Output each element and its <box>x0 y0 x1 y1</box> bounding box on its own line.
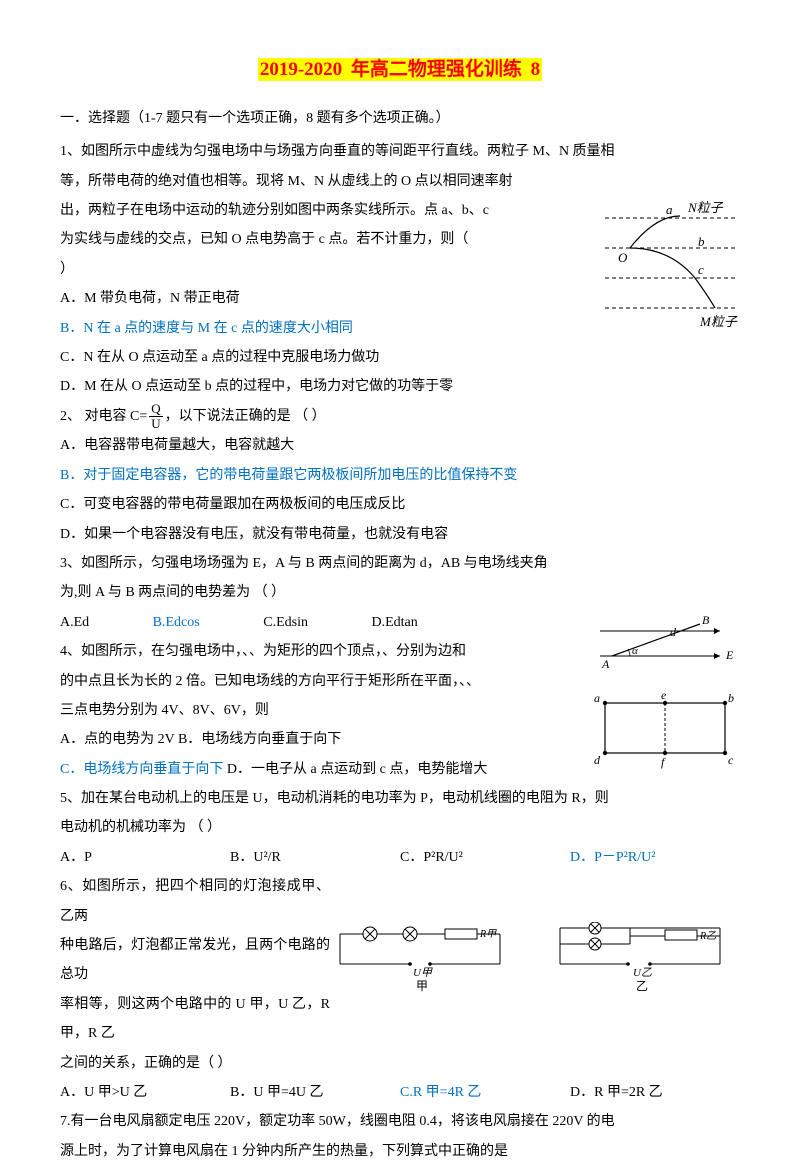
frac-num: Q <box>149 402 162 417</box>
q3-opt-d: D.Edtan <box>371 615 417 630</box>
q6-line: 之间的关系，正确的是（ ） <box>60 1049 740 1078</box>
q7-line: 7.有一台电风扇额定电压 220V，额定功率 50W，线圈电阻 0.4，将该电风… <box>60 1107 740 1136</box>
page-title: 2019-2020 年高二物理强化训练 8 <box>60 50 740 90</box>
label-r2: R乙 <box>699 931 716 942</box>
q3-figure: A B E d α <box>590 616 740 672</box>
title-part-1: 2019-2020 <box>258 58 344 81</box>
q1-line: 1、如图所示中虚线为匀强电场中与场强方向垂直的等间距平行直线。两粒子 M、N 质… <box>60 137 740 166</box>
label-a: a <box>666 202 673 217</box>
label-f: f <box>661 755 666 769</box>
q2-opt-d: D．如果一个电容器没有电压，就没有带电荷量，也就没有电容 <box>60 520 740 549</box>
label-alpha: α <box>632 645 638 657</box>
q1-opt-d: D．M 在从 O 点运动至 b 点的过程中，电场力对它做的功等于零 <box>60 372 740 401</box>
q6-opt-b: B．U 甲=4U 乙 <box>230 1078 400 1107</box>
label-o: O <box>618 250 628 265</box>
q5-opt-d: D．P－P²R/U² <box>570 843 740 872</box>
q6-figure: R甲 U甲 甲 R乙 U乙 乙 <box>330 922 730 994</box>
q6-opt-d: D．R 甲=2R 乙 <box>570 1078 740 1107</box>
label-c1: 甲 <box>416 979 428 993</box>
label-e: e <box>661 688 667 702</box>
label-n: N粒子 <box>687 200 724 215</box>
label-c: c <box>728 753 734 767</box>
section-heading: 一．选择题（1-7 题只有一个选项正确，8 题有多个选项正确。） <box>60 104 740 133</box>
fraction: QU <box>149 402 162 432</box>
q3-line: 为,则 A 与 B 两点间的电势差为 （ ） <box>60 578 740 607</box>
q6-svg: R甲 U甲 甲 R乙 U乙 乙 <box>330 922 730 994</box>
q5-opt-c: C．P²R/U² <box>400 843 570 872</box>
q2-opt-a: A．电容器带电荷量越大，电容就越大 <box>60 431 740 460</box>
q7-line: 源上时，为了计算电风扇在 1 分钟内所产生的热量，下列算式中正确的是 <box>60 1137 740 1166</box>
label-b: b <box>728 691 734 705</box>
label-m: M粒子 <box>699 314 738 329</box>
q4-svg: a e b d f c <box>590 688 740 772</box>
q4-opt-c-text: C．电场线方向垂直于向下 <box>60 762 223 777</box>
label-c2: 乙 <box>636 979 648 993</box>
q2-stem-b: ，以下说法正确的是 （ ） <box>165 409 326 424</box>
label-d: d <box>594 753 601 767</box>
q6-line: 率相等，则这两个电路中的 U 甲，U 乙，R 甲，R 乙 <box>60 990 740 1049</box>
label-a: a <box>594 691 600 705</box>
q2-opt-b: B．对于固定电容器，它的带电荷量跟它两极板间所加电压的比值保持不变 <box>60 461 740 490</box>
label-d: d <box>670 625 677 639</box>
label-b: B <box>702 616 710 627</box>
q3-line: 3、如图所示，匀强电场场强为 E，A 与 B 两点间的距离为 d，AB 与电场线… <box>60 549 740 578</box>
q5-line: 5、加在某台电动机上的电压是 U，电动机消耗的电功率为 P，电动机线圈的电阻为 … <box>60 784 740 813</box>
q2-stem: 2、 对电容 C=QU，以下说法正确的是 （ ） <box>60 402 740 432</box>
title-part-2: 年高二物理强化训练 <box>344 58 529 81</box>
q6-opt-c: C.R 甲=4R 乙 <box>400 1078 570 1107</box>
frac-den: U <box>149 417 162 431</box>
q3-opt-c: C.Edsin <box>263 615 308 630</box>
q2-stem-a: 2、 对电容 C= <box>60 409 147 424</box>
label-u2: U乙 <box>633 967 652 979</box>
q1-opt-c: C．N 在从 O 点运动至 a 点的过程中克服电场力做功 <box>60 343 740 372</box>
label-a: A <box>601 657 610 671</box>
q3-svg: A B E d α <box>590 616 740 672</box>
q5-options: A．P B．U²/R C．P²R/U² D．P－P²R/U² <box>60 843 740 872</box>
label-r1: R甲 <box>479 929 497 940</box>
q6-opt-a: A．U 甲>U 乙 <box>60 1078 230 1107</box>
q1-figure: a b c O N粒子 M粒子 <box>600 198 740 333</box>
q1-svg: a b c O N粒子 M粒子 <box>600 198 740 333</box>
q5-opt-a: A．P <box>60 843 230 872</box>
label-c: c <box>698 262 704 277</box>
q3-opt-b: B.Edcos <box>153 615 200 630</box>
label-b: b <box>698 234 705 249</box>
label-e: E <box>725 648 734 662</box>
q6-options: A．U 甲>U 乙 B．U 甲=4U 乙 C.R 甲=4R 乙 D．R 甲=2R… <box>60 1078 740 1107</box>
title-part-3: 8 <box>529 58 543 81</box>
q4-figure: a e b d f c <box>590 688 740 772</box>
label-u1: U甲 <box>413 967 433 979</box>
q3-opt-a: A.Ed <box>60 615 89 630</box>
q5-opt-b: B．U²/R <box>230 843 400 872</box>
q2-opt-c: C．可变电容器的带电荷量跟加在两极板间的电压成反比 <box>60 490 740 519</box>
q1-line: 等，所带电荷的绝对值也相等。现将 M、N 从虚线上的 O 点以相同速率射 <box>60 167 740 196</box>
q5-line: 电动机的机械功率为 （ ） <box>60 813 740 842</box>
